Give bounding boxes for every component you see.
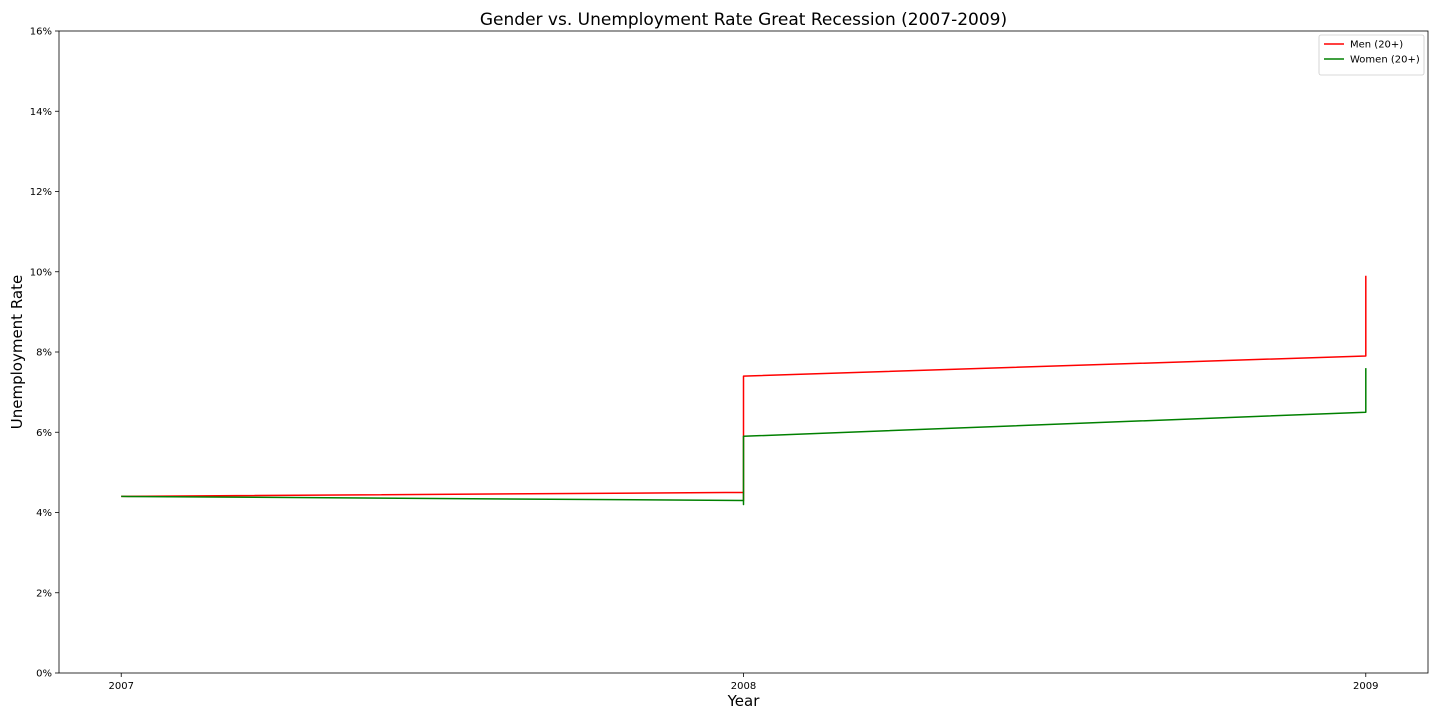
legend-label: Men (20+) xyxy=(1350,40,1403,51)
y-tick-label: 16% xyxy=(30,27,52,38)
x-axis: 2007 2008 2009 xyxy=(109,673,1378,692)
series-line-women xyxy=(121,368,1367,506)
legend: Men (20+) Women (20+) xyxy=(1318,34,1425,76)
y-tick-label: 14% xyxy=(30,107,52,118)
y-tick-label: 10% xyxy=(30,267,52,278)
chart-title: Gender vs. Unemployment Rate Great Reces… xyxy=(480,10,1007,30)
x-axis-label: Year xyxy=(727,692,761,710)
y-tick-label: 0% xyxy=(36,669,52,680)
legend-label: Women (20+) xyxy=(1350,55,1420,66)
y-axis-label: Unemployment Rate xyxy=(8,275,26,429)
y-tick-label: 8% xyxy=(36,348,52,359)
x-tick-label: 2008 xyxy=(731,681,756,692)
series-layer xyxy=(121,275,1367,506)
plot-frame xyxy=(58,30,1429,674)
y-tick-label: 2% xyxy=(36,588,52,599)
y-tick-label: 12% xyxy=(30,187,52,198)
y-tick-label: 4% xyxy=(36,508,52,519)
x-tick-label: 2009 xyxy=(1353,681,1378,692)
legend-box xyxy=(1318,34,1425,76)
y-axis: 0% 2% 4% 6% 8% 10% 12% 14% 16% xyxy=(30,27,59,680)
y-tick-label: 6% xyxy=(36,428,52,439)
x-tick-label: 2007 xyxy=(109,681,134,692)
